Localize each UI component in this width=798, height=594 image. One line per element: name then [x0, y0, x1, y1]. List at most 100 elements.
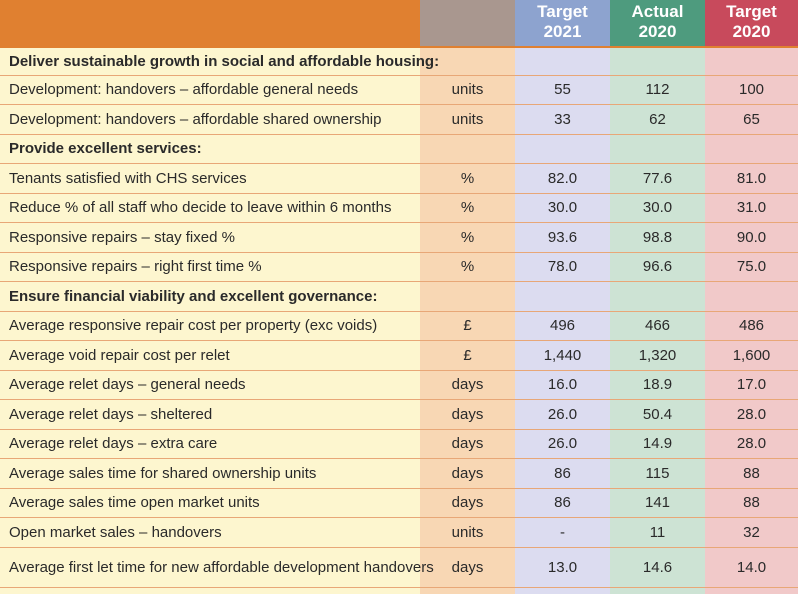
- actual-2020-cell: 141: [644, 494, 671, 512]
- row-label: Average sales time for shared ownership …: [9, 464, 317, 482]
- row-label: Development: handovers – affordable shar…: [9, 110, 382, 128]
- row-label: Average relet days – general needs: [9, 376, 246, 394]
- target-2021-cell: 33: [554, 110, 571, 128]
- target-2020-cell: 31.0: [736, 199, 767, 217]
- table-row: Average responsive repair cost per prope…: [0, 312, 798, 341]
- actual-2020-cell: 14.9: [642, 435, 673, 453]
- table-row: Responsive repairs – stay fixed %% 93.6 98…: [0, 223, 798, 253]
- actual-2020-cell: 30.0: [642, 199, 673, 217]
- target-2021-cell: 26.0: [547, 435, 578, 453]
- target-2021-cell: 82.0: [547, 169, 578, 187]
- header-target-2021-line2: 2021: [543, 22, 582, 41]
- actual-2020-cell: [610, 282, 705, 311]
- table-row: Development: handovers – affordable shar…: [0, 105, 798, 135]
- target-2020-column-bg: [705, 0, 798, 594]
- target-2020-cell: 486: [738, 317, 765, 335]
- row-label: Average responsive repair cost per prope…: [9, 317, 378, 335]
- target-2020-cell: [705, 48, 798, 75]
- actual-2020-cell: 11: [649, 523, 666, 541]
- row-label: Average sales time open market units: [9, 494, 260, 512]
- target-2020-cell: 88: [743, 494, 760, 512]
- actual-2020-cell: 115: [645, 464, 670, 482]
- target-2020-cell: 75.0: [736, 258, 767, 276]
- table-row: Average relet days – sheltered days 26.0 50…: [0, 400, 798, 430]
- target-2021-cell: 26.0: [547, 405, 578, 423]
- target-2021-cell: 13.0: [547, 558, 578, 576]
- actual-2020-cell: 14.6: [642, 558, 673, 576]
- target-2020-cell: [705, 282, 798, 311]
- header-actual-2020: Actual 2020: [610, 0, 705, 46]
- target-2020-cell: 90.0: [736, 228, 767, 246]
- table-row: Average sales time open market units days…: [0, 489, 798, 518]
- target-2020-cell: 81.0: [736, 169, 767, 187]
- target-2021-cell: -: [560, 523, 565, 541]
- table-row: Average relet days – general needs days 16…: [0, 371, 798, 400]
- header-unit-cell: [420, 0, 515, 46]
- header-actual-2020-line2: 2020: [638, 22, 677, 41]
- unit-cell: days: [451, 558, 484, 576]
- target-2021-cell: 78.0: [547, 258, 578, 276]
- unit-cell: days: [451, 464, 484, 482]
- header-target-2020: Target 2020: [705, 0, 798, 46]
- unit-cell: £: [463, 346, 472, 364]
- target-2021-cell: [515, 48, 610, 75]
- actual-2020-cell: [610, 48, 705, 75]
- header-actual-2020-line1: Actual: [631, 2, 684, 21]
- row-label: Average first let time for new affordabl…: [9, 558, 434, 576]
- unit-cell: units: [451, 81, 484, 99]
- table-body: Deliver sustainable growth in social and…: [0, 46, 798, 588]
- header-target-2020-line2: 2020: [732, 22, 771, 41]
- table-row: Average sales time for shared ownership …: [0, 459, 798, 489]
- header-band: [0, 0, 420, 46]
- row-label: Development: handovers – affordable gene…: [9, 81, 359, 99]
- unit-cell: units: [451, 110, 484, 128]
- target-2020-cell: 28.0: [736, 405, 767, 423]
- table-row: Average void repair cost per relet £1,440…: [0, 341, 798, 371]
- unit-cell: [420, 282, 515, 311]
- target-2021-cell: 496: [549, 317, 576, 335]
- actual-2020-cell: 112: [645, 81, 670, 99]
- table-row: Responsive repairs – right first time %%…: [0, 253, 798, 282]
- unit-cell: %: [460, 258, 475, 276]
- unit-cell: days: [451, 435, 484, 453]
- actual-2020-cell: 62: [649, 110, 666, 128]
- header-target-2021: Target 2021: [515, 0, 610, 46]
- target-2021-cell: 16.0: [547, 376, 578, 394]
- unit-cell: days: [451, 376, 484, 394]
- actual-2020-cell: 96.6: [642, 258, 673, 276]
- table-row: Reduce % of all staff who decide to leav…: [0, 194, 798, 223]
- row-label: Responsive repairs – right first time %: [9, 258, 262, 276]
- target-2021-cell: 55: [554, 81, 571, 99]
- target-2020-cell: 14.0: [736, 558, 767, 576]
- section-title: Deliver sustainable growth in social and…: [9, 52, 440, 70]
- header-target-2020-line1: Target: [726, 2, 777, 21]
- actual-2020-cell: 18.9: [642, 376, 673, 394]
- target-2020-cell: 28.0: [736, 435, 767, 453]
- unit-cell: %: [460, 199, 475, 217]
- unit-cell: days: [451, 494, 484, 512]
- table-row: Tenants satisfied with CHS services% 82.0…: [0, 164, 798, 194]
- table-row: Open market sales – handovers units - 11 32: [0, 518, 798, 548]
- target-2021-cell: 30.0: [547, 199, 578, 217]
- target-2021-cell: [515, 282, 610, 311]
- unit-cell: [420, 135, 515, 164]
- section-title: Provide excellent services:: [9, 140, 202, 158]
- row-label: Tenants satisfied with CHS services: [9, 169, 247, 187]
- target-2021-cell: 86: [554, 494, 571, 512]
- unit-cell: days: [451, 405, 484, 423]
- label-column-bg: [0, 0, 420, 594]
- target-2021-cell: 1,440: [543, 346, 582, 364]
- row-label: Responsive repairs – stay fixed %: [9, 228, 235, 246]
- target-2020-cell: [705, 135, 798, 164]
- target-2020-cell: 32: [743, 523, 760, 541]
- unit-cell: %: [460, 169, 475, 187]
- target-2020-cell: 65: [743, 110, 760, 128]
- actual-2020-cell: 50.4: [642, 405, 673, 423]
- section-title: Ensure financial viability and excellent…: [9, 287, 378, 305]
- target-2021-column-bg: [515, 0, 610, 594]
- row-label: Open market sales – handovers: [9, 523, 222, 541]
- section-header-row: Deliver sustainable growth in social and…: [0, 46, 798, 76]
- actual-2020-cell: 77.6: [642, 169, 673, 187]
- table-row: Average first let time for new affordabl…: [0, 548, 798, 588]
